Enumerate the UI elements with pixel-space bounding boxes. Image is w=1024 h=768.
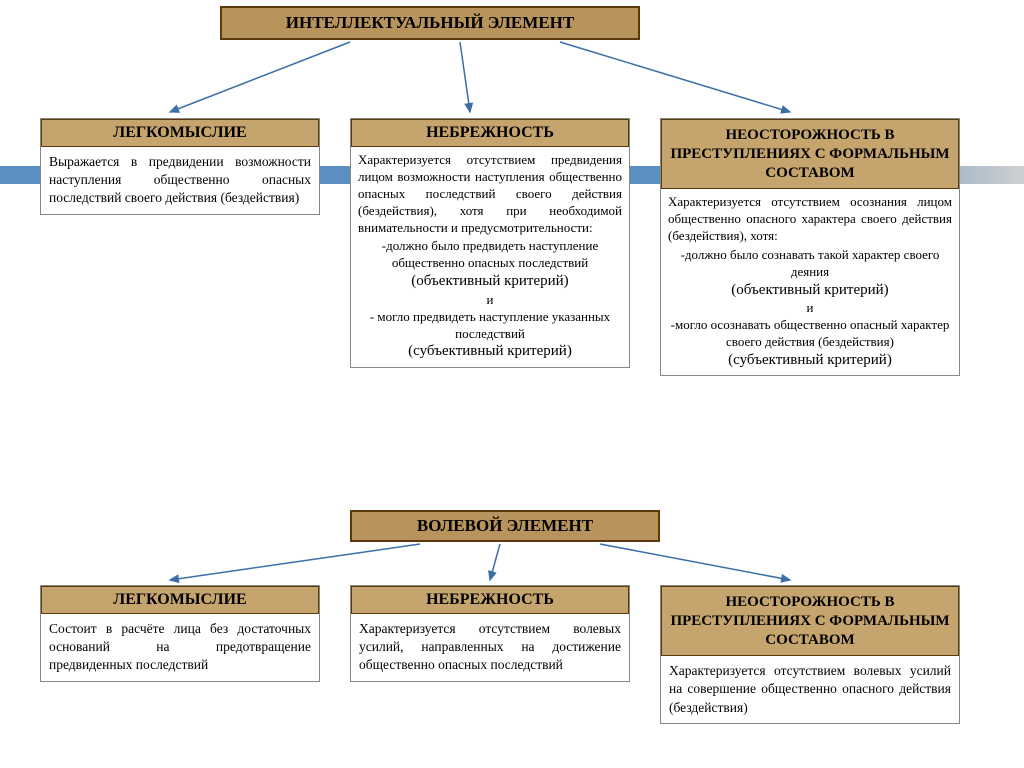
s1-col3-crit2: (субъективный критерий) <box>668 351 952 371</box>
s1-col2-item1: -должно было предвидеть наступление обще… <box>358 238 622 272</box>
top-header: ИНТЕЛЛЕКТУАЛЬНЫЙ ЭЛЕМЕНТ <box>220 6 640 40</box>
s1-col2-title: НЕБРЕЖНОСТЬ <box>351 119 629 147</box>
s1-col1-body: Выражается в предвидении возможности нас… <box>41 147 319 214</box>
s1-col2: НЕБРЕЖНОСТЬ Характеризуется отсутствием … <box>350 118 630 368</box>
s1-col1-title: ЛЕГКОМЫСЛИЕ <box>41 119 319 147</box>
s2-col2-body: Характеризуется отсутствием волевых усил… <box>351 614 629 681</box>
s2-col1: ЛЕГКОМЫСЛИЕ Состоит в расчёте лица без д… <box>40 585 320 682</box>
s2-col2-title: НЕБРЕЖНОСТЬ <box>351 586 629 614</box>
s1-col2-body: Характеризуется отсутствием предвидения … <box>351 147 629 367</box>
s2-col3: НЕОСТОРОЖНОСТЬ В ПРЕСТУПЛЕНИЯХ С ФОРМАЛЬ… <box>660 585 960 724</box>
s1-col2-and: и <box>358 292 622 309</box>
s1-col3-body: Характеризуется отсутствием осознания ли… <box>661 189 959 375</box>
s1-col2-item2: - могло предвидеть наступление указанных… <box>358 309 622 343</box>
s1-col3-and: и <box>668 300 952 317</box>
s2-col2: НЕБРЕЖНОСТЬ Характеризуется отсутствием … <box>350 585 630 682</box>
s2-col1-title: ЛЕГКОМЫСЛИЕ <box>41 586 319 614</box>
s1-col3-item2: -могло осознавать общественно опасный ха… <box>668 317 952 351</box>
s1-col2-crit1: (объективный критерий) <box>358 272 622 292</box>
mid-header: ВОЛЕВОЙ ЭЛЕМЕНТ <box>350 510 660 542</box>
s2-col3-title: НЕОСТОРОЖНОСТЬ В ПРЕСТУПЛЕНИЯХ С ФОРМАЛЬ… <box>661 586 959 656</box>
s1-col3-crit1: (объективный критерий) <box>668 281 952 301</box>
s1-col3-title: НЕОСТОРОЖНОСТЬ В ПРЕСТУПЛЕНИЯХ С ФОРМАЛЬ… <box>661 119 959 189</box>
s1-col3: НЕОСТОРОЖНОСТЬ В ПРЕСТУПЛЕНИЯХ С ФОРМАЛЬ… <box>660 118 960 376</box>
s1-col3-item1: -должно было сознавать такой характер св… <box>668 247 952 281</box>
s1-col3-intro: Характеризуется отсутствием осознания ли… <box>668 194 952 245</box>
s2-col3-body: Характеризуется отсутствием волевых усил… <box>661 656 959 723</box>
s1-col2-crit2: (субъективный критерий) <box>358 342 622 362</box>
s2-col1-body: Состоит в расчёте лица без достаточных о… <box>41 614 319 681</box>
top-header-label: ИНТЕЛЛЕКТУАЛЬНЫЙ ЭЛЕМЕНТ <box>286 13 574 33</box>
mid-header-label: ВОЛЕВОЙ ЭЛЕМЕНТ <box>417 516 593 536</box>
s1-col1: ЛЕГКОМЫСЛИЕ Выражается в предвидении воз… <box>40 118 320 215</box>
s1-col2-intro: Характеризуется отсутствием предвидения … <box>358 152 622 236</box>
